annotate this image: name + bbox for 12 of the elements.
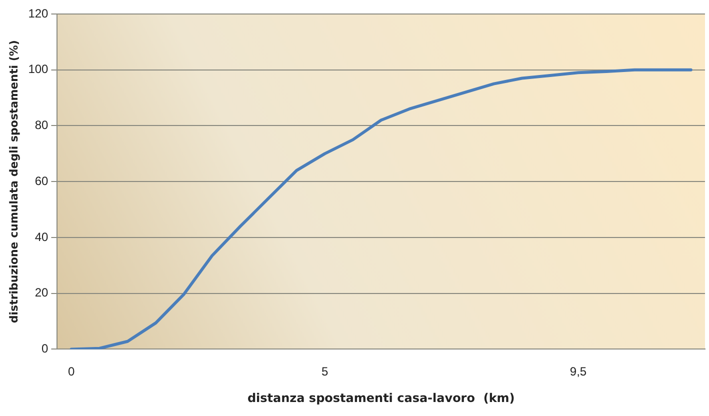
y-tick-label: 60 (34, 174, 49, 188)
y-tick-label: 0 (42, 342, 49, 356)
y-tick-label: 80 (34, 118, 49, 132)
x-axis-title: distanza spostamenti casa-lavoro (km) (247, 390, 515, 405)
y-axis-title: distribuzione cumulata degli spostamenti (%) (7, 40, 20, 324)
y-tick-label: 40 (34, 230, 49, 244)
y-tick-label: 20 (34, 286, 49, 300)
y-tick-label: 100 (28, 62, 49, 76)
x-tick-label: 5 (321, 364, 328, 379)
x-tick-label: 9,5 (570, 364, 587, 379)
x-tick-label: 0 (68, 364, 75, 379)
y-tick-label: 120 (28, 6, 49, 20)
